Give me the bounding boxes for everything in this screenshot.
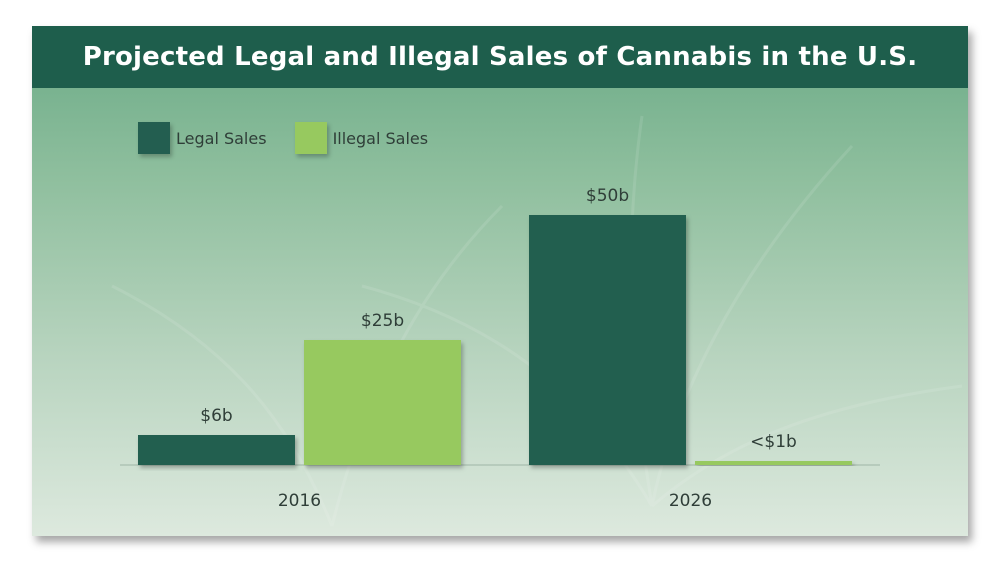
bar-chart-plot: $6b $25b 2016 $50b <$1b 2026 <box>120 186 880 511</box>
category-label-2016: 2016 <box>278 491 321 511</box>
bar-illegal-2016 <box>304 340 461 465</box>
title-bar: Projected Legal and Illegal Sales of Can… <box>32 26 968 88</box>
legend-item-legal: Legal Sales <box>138 122 267 154</box>
value-label-legal-2016: $6b <box>200 406 232 426</box>
category-label-2026: 2026 <box>669 491 712 511</box>
value-label-legal-2026: $50b <box>586 186 629 206</box>
bar-illegal-2026 <box>695 461 852 465</box>
chart-card: Projected Legal and Illegal Sales of Can… <box>32 26 968 536</box>
legend-item-illegal: Illegal Sales <box>294 122 429 154</box>
bar-legal-2016 <box>138 435 295 465</box>
legend-label-legal: Legal Sales <box>176 128 267 148</box>
chart-title: Projected Legal and Illegal Sales of Can… <box>82 42 918 72</box>
legend-swatch-illegal <box>294 122 327 154</box>
legend-swatch-legal <box>138 122 170 154</box>
legend: Legal Sales Illegal Sales <box>138 122 456 154</box>
value-label-illegal-2026: <$1b <box>750 432 797 452</box>
value-label-illegal-2016: $25b <box>361 311 404 331</box>
bar-legal-2026 <box>529 215 686 465</box>
legend-label-illegal: Illegal Sales <box>332 128 429 148</box>
